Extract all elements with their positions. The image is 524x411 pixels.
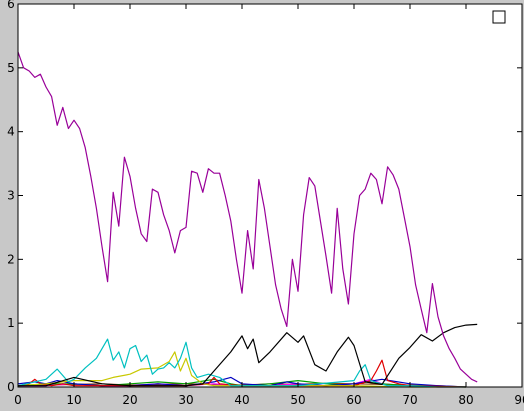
plot-area — [18, 4, 522, 387]
y-tick-label: 1 — [7, 316, 15, 330]
legend-swatch — [492, 10, 506, 24]
y-tick-label: 5 — [7, 61, 15, 75]
series-line-0 — [17, 51, 478, 383]
y-tick-label: 0 — [7, 380, 15, 394]
y-tick-label: 3 — [7, 189, 15, 203]
series-line-2 — [17, 338, 466, 388]
x-tick-label: 0 — [14, 393, 22, 407]
x-tick-label: 70 — [402, 393, 417, 407]
x-tick-label: 90 — [514, 393, 524, 407]
x-tick-label: 60 — [346, 393, 361, 407]
x-tick-label: 30 — [178, 393, 193, 407]
x-tick-label: 20 — [122, 393, 137, 407]
x-tick-label: 50 — [290, 393, 305, 407]
y-tick-label: 2 — [7, 252, 15, 266]
series-layer — [17, 51, 478, 388]
x-tick-label: 80 — [458, 393, 473, 407]
y-tick-label: 6 — [7, 0, 15, 11]
x-tick-label: 40 — [234, 393, 249, 407]
series-line-4 — [17, 359, 467, 388]
x-tick-label: 10 — [66, 393, 81, 407]
legend — [492, 10, 506, 24]
y-tick-label: 4 — [7, 125, 15, 139]
tick-layer: 0 10 20 30 40 50 60 70 80 90 0 1 2 3 4 5 6 — [7, 0, 524, 407]
series-line-1 — [18, 323, 478, 387]
